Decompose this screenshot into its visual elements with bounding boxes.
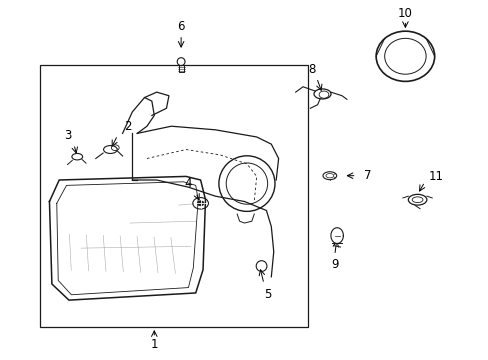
Text: 10: 10: [397, 7, 412, 20]
Text: 4: 4: [184, 177, 192, 190]
Text: 7: 7: [363, 169, 370, 182]
Text: 11: 11: [428, 170, 443, 183]
Polygon shape: [330, 228, 343, 243]
Text: 5: 5: [264, 288, 271, 301]
Text: 3: 3: [64, 129, 72, 142]
Circle shape: [197, 201, 203, 206]
Text: 9: 9: [330, 258, 338, 271]
Text: 2: 2: [123, 120, 131, 133]
Text: 6: 6: [177, 20, 184, 33]
Text: 8: 8: [307, 63, 315, 76]
Bar: [40, 65, 307, 327]
Text: 1: 1: [150, 338, 158, 351]
